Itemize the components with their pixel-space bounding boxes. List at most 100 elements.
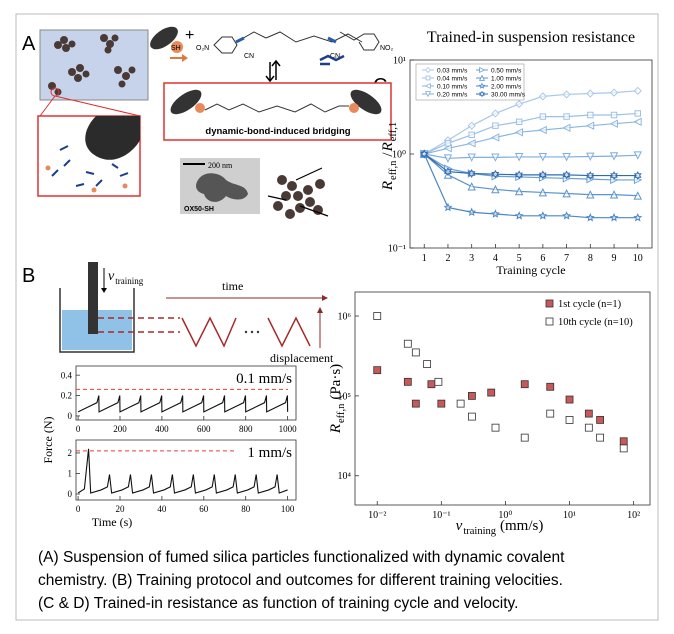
x-tick-label: 10 xyxy=(633,253,643,264)
arrowhead xyxy=(101,288,107,293)
series-line xyxy=(423,112,638,155)
point xyxy=(403,377,412,386)
container xyxy=(59,288,135,353)
point xyxy=(456,399,465,408)
legend-label: 1.00 mm/s xyxy=(491,76,522,83)
y-tick-label: 10⁶ xyxy=(338,312,352,323)
x-tick-label: 800 xyxy=(239,424,253,434)
x-axis-label: Time (s) xyxy=(92,515,133,529)
caption-line: (A) Suspension of fumed silica particles… xyxy=(38,549,565,566)
point xyxy=(596,416,605,424)
legend-label: 0.03 mm/s xyxy=(437,68,468,75)
marker xyxy=(634,110,641,117)
marker xyxy=(538,211,548,220)
legend-marker xyxy=(425,67,431,73)
marker xyxy=(585,213,595,222)
marker xyxy=(562,188,571,198)
chem-text: NO₂ xyxy=(380,45,394,52)
x-tick-label: 20 xyxy=(116,504,126,514)
zoom-line xyxy=(54,95,141,117)
x-tick-label: 80 xyxy=(241,504,251,514)
marker xyxy=(467,182,476,191)
y-tick-label: 10⁵ xyxy=(338,391,352,402)
marker xyxy=(514,128,524,137)
marker xyxy=(585,121,595,130)
point xyxy=(619,437,628,446)
displacement-label: displacement xyxy=(270,351,334,365)
point xyxy=(403,339,412,348)
marker xyxy=(586,152,595,162)
marker xyxy=(443,144,452,153)
marker xyxy=(609,213,619,222)
point xyxy=(423,360,432,369)
legend-label: 10th cycle (n=10) xyxy=(558,317,633,328)
marker xyxy=(610,111,618,119)
marker xyxy=(443,202,453,212)
y-tick-label: 1 xyxy=(68,469,73,479)
caption-line: chemistry. (B) Training protocol and out… xyxy=(38,572,563,589)
legend-marker xyxy=(424,91,432,98)
legend-label: 30.00 mm/s xyxy=(491,92,526,99)
point xyxy=(468,391,476,400)
axis-label-part: eff,n xyxy=(336,403,347,423)
trace-label: 0.1 mm/s xyxy=(236,371,292,387)
arrowhead xyxy=(317,307,323,313)
panel-a: SH + O₂N CN CN NO₂ dynamic-bond-induced … xyxy=(37,26,394,219)
velocity-subscript: training xyxy=(115,276,143,286)
marker xyxy=(562,170,571,180)
particle-label: OX50-SH xyxy=(184,206,214,213)
level-lines xyxy=(98,317,180,333)
y-tick-label: 0 xyxy=(68,489,73,499)
point xyxy=(437,399,446,408)
equilibrium-arrows xyxy=(269,62,277,80)
marker xyxy=(514,153,524,162)
series-line xyxy=(424,153,638,159)
axis-label-part: v xyxy=(456,518,463,534)
marker xyxy=(562,211,572,220)
particles xyxy=(48,34,136,96)
legend-marker xyxy=(545,317,554,326)
marker xyxy=(538,170,547,180)
bond xyxy=(235,36,337,44)
x-tick-label: 1 xyxy=(422,253,427,264)
legend-label: 1st cycle (n=1) xyxy=(558,299,622,310)
marker xyxy=(586,89,595,98)
time-label: time xyxy=(222,279,243,293)
marker xyxy=(633,117,642,127)
y-tick-label: 10⁻¹ xyxy=(388,244,406,255)
x-axis-label: Training cycle xyxy=(496,263,565,277)
x-tick-label: 10⁰ xyxy=(498,510,512,521)
x-tick-label: 5 xyxy=(517,253,522,264)
molecule xyxy=(204,103,349,113)
marker xyxy=(610,171,618,181)
linkers xyxy=(51,145,129,187)
legend-marker xyxy=(425,75,431,81)
panel-label: A xyxy=(22,33,36,55)
zoom-line xyxy=(39,95,56,117)
plot-frame xyxy=(354,291,651,506)
series-line xyxy=(423,153,638,177)
particle xyxy=(170,89,202,115)
marker xyxy=(444,167,452,177)
marker xyxy=(586,190,595,199)
marker xyxy=(467,169,476,178)
bridging-label: dynamic-bond-induced bridging xyxy=(205,126,350,137)
legend-label: 0.10 mm/s xyxy=(437,84,468,91)
x-tick-label: 40 xyxy=(157,504,167,514)
x-tick-label: 10¹ xyxy=(563,510,576,521)
particle xyxy=(150,26,178,50)
marker xyxy=(467,207,477,217)
marker xyxy=(514,186,524,196)
point xyxy=(434,377,443,386)
legend-label: 0.04 mm/s xyxy=(437,76,468,83)
x-tick-label: 2 xyxy=(445,253,450,264)
x-tick-label: 400 xyxy=(155,424,169,434)
marker xyxy=(515,170,524,180)
point xyxy=(565,416,574,424)
linker-icon xyxy=(182,54,188,62)
legend-marker xyxy=(478,74,486,81)
force-arrows xyxy=(267,167,329,217)
point xyxy=(546,382,555,391)
